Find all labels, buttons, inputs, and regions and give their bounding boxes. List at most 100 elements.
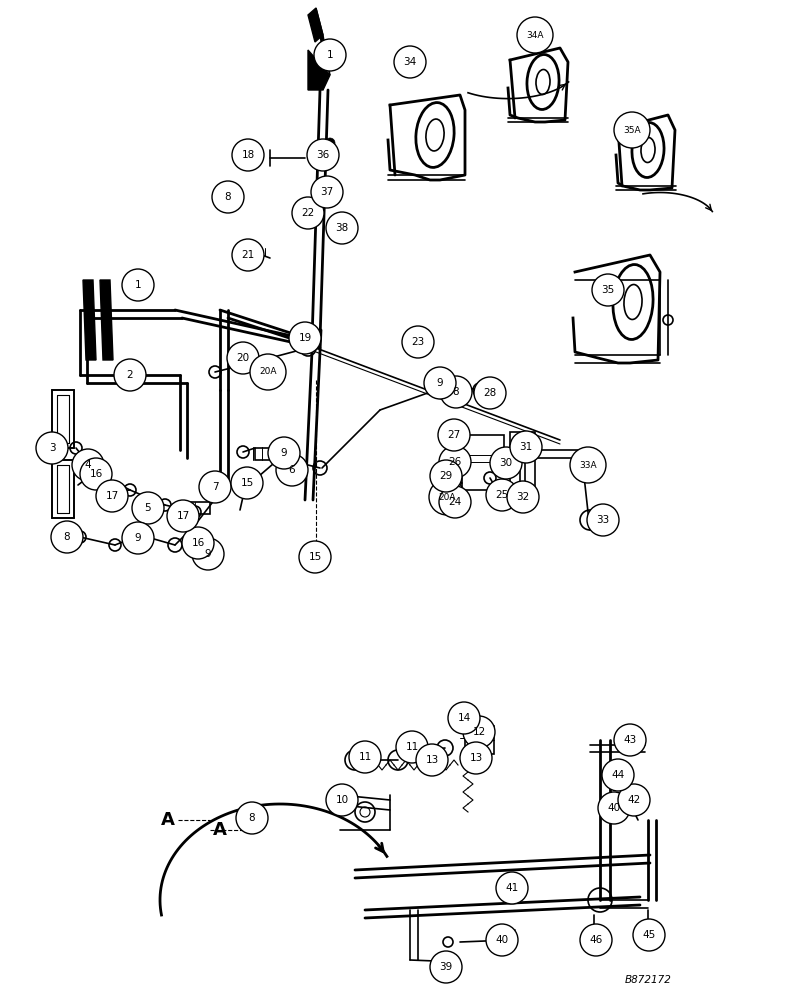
Text: 20A: 20A [259, 367, 277, 376]
Text: 9: 9 [281, 448, 287, 458]
Text: 17: 17 [176, 511, 190, 521]
Text: 30: 30 [499, 458, 512, 468]
Text: 7: 7 [212, 482, 218, 492]
Circle shape [51, 521, 83, 553]
Text: 5: 5 [144, 503, 151, 513]
Text: 15: 15 [240, 478, 253, 488]
Circle shape [439, 446, 470, 478]
Text: 35A: 35A [622, 126, 640, 135]
Circle shape [430, 951, 461, 983]
Text: 40: 40 [495, 935, 508, 945]
Circle shape [423, 367, 456, 399]
Circle shape [298, 541, 331, 573]
Circle shape [325, 784, 358, 816]
Text: A: A [161, 811, 174, 829]
Circle shape [474, 377, 505, 409]
Circle shape [613, 724, 646, 756]
Circle shape [212, 181, 243, 213]
Circle shape [191, 538, 224, 570]
Circle shape [617, 784, 649, 816]
Circle shape [396, 731, 427, 763]
Circle shape [349, 741, 380, 773]
Circle shape [579, 924, 611, 956]
Text: 6: 6 [289, 465, 295, 475]
Circle shape [486, 479, 517, 511]
Circle shape [428, 479, 465, 515]
Text: 28: 28 [483, 388, 496, 398]
Circle shape [325, 212, 358, 244]
Circle shape [292, 197, 324, 229]
Bar [52, 390, 74, 448]
Text: 9: 9 [436, 378, 443, 388]
Text: 33: 33 [595, 515, 609, 525]
Circle shape [496, 872, 527, 904]
Circle shape [517, 17, 552, 53]
Text: 18: 18 [241, 150, 255, 160]
Circle shape [415, 744, 448, 776]
Text: 36: 36 [316, 150, 329, 160]
Text: 22: 22 [301, 208, 314, 218]
Text: 43: 43 [623, 735, 636, 745]
Text: 41: 41 [504, 883, 518, 893]
Circle shape [324, 138, 335, 148]
Circle shape [314, 39, 345, 71]
Circle shape [36, 432, 68, 464]
Text: 34A: 34A [526, 31, 543, 40]
Bar [180, 502, 210, 514]
Circle shape [122, 269, 154, 301]
Circle shape [72, 449, 104, 481]
Text: 8: 8 [63, 532, 71, 542]
Circle shape [569, 447, 605, 483]
Text: 26: 26 [448, 457, 461, 467]
Bar [255, 448, 285, 460]
Text: 37: 37 [320, 187, 333, 197]
Text: 23: 23 [411, 337, 424, 347]
Text: 16: 16 [89, 469, 102, 479]
Text: 9: 9 [135, 533, 141, 543]
Text: 1: 1 [326, 50, 333, 60]
Text: 10: 10 [335, 795, 348, 805]
Text: 11: 11 [405, 742, 418, 752]
Circle shape [439, 486, 470, 518]
Text: 9: 9 [204, 549, 211, 559]
Text: 17: 17 [105, 491, 118, 501]
Text: 25: 25 [495, 490, 508, 500]
Text: 40: 40 [607, 803, 620, 813]
Bar [52, 460, 74, 518]
Circle shape [509, 431, 541, 463]
Circle shape [230, 467, 263, 499]
Text: 38: 38 [335, 223, 348, 233]
Circle shape [311, 176, 342, 208]
Polygon shape [315, 8, 329, 75]
Circle shape [633, 919, 664, 951]
Text: 19: 19 [298, 333, 311, 343]
Text: 1: 1 [135, 280, 141, 290]
Circle shape [227, 342, 259, 374]
Circle shape [132, 492, 164, 524]
Circle shape [114, 359, 146, 391]
Circle shape [591, 274, 623, 306]
Text: 29: 29 [439, 471, 452, 481]
Text: 20A: 20A [438, 492, 455, 502]
Circle shape [506, 481, 539, 513]
Circle shape [460, 742, 491, 774]
Text: 34: 34 [403, 57, 416, 67]
Circle shape [597, 792, 629, 824]
Text: 24: 24 [448, 497, 461, 507]
Circle shape [393, 46, 426, 78]
Text: 11: 11 [358, 752, 371, 762]
Text: 3: 3 [49, 443, 55, 453]
Polygon shape [307, 50, 329, 90]
Text: 2: 2 [127, 370, 133, 380]
Circle shape [448, 702, 479, 734]
Polygon shape [83, 280, 96, 360]
Text: 31: 31 [519, 442, 532, 452]
Text: 20: 20 [236, 353, 249, 363]
Text: 13: 13 [425, 755, 438, 765]
Text: A: A [212, 821, 226, 839]
Circle shape [96, 480, 128, 512]
Circle shape [289, 322, 320, 354]
Polygon shape [100, 280, 113, 360]
Text: 14: 14 [457, 713, 470, 723]
Text: 27: 27 [447, 430, 460, 440]
